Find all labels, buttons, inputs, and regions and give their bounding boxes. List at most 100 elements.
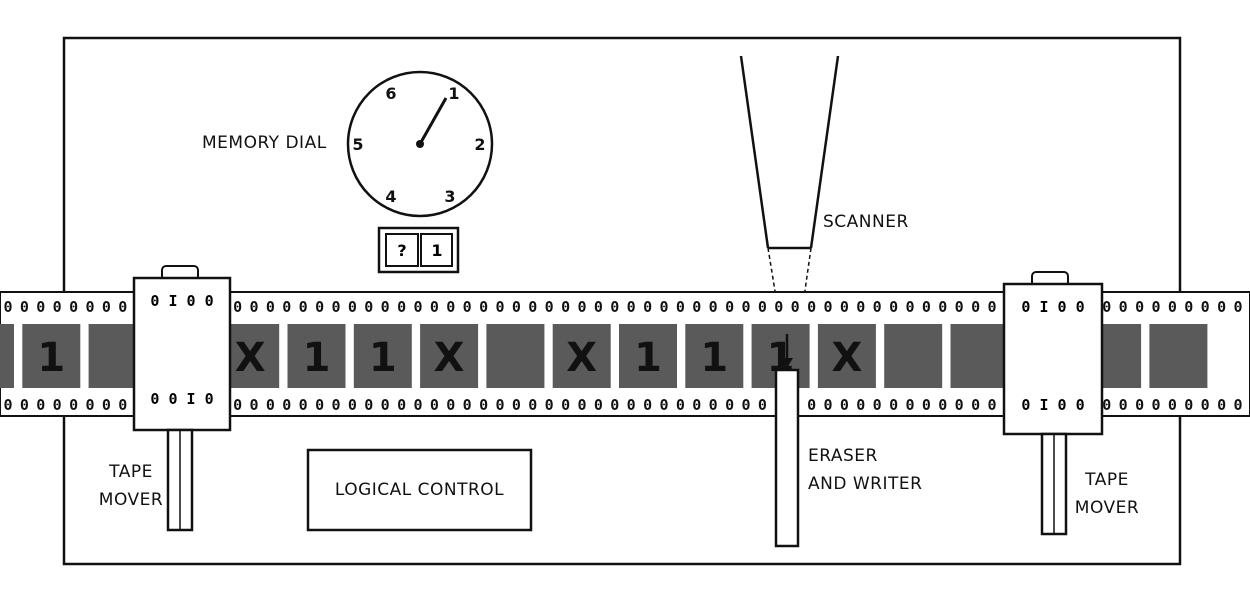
- eraser-writer-rod: [774, 368, 800, 548]
- tape-sprocket-hole: 0: [1102, 298, 1111, 316]
- tape-sprocket-hole: 0: [741, 396, 750, 414]
- tape-sprocket-hole: 0: [807, 298, 816, 316]
- tape-sprocket-hole: 0: [364, 298, 373, 316]
- tape-square: [552, 324, 611, 388]
- tape-sprocket-hole: 0: [495, 396, 504, 414]
- tape-sprocket-hole: 0: [987, 298, 996, 316]
- tape-sprocket-hole: 0: [348, 396, 357, 414]
- tape-sprocket-hole: 0: [823, 396, 832, 414]
- tape-sprocket-hole: 0: [53, 298, 62, 316]
- svg-text:0 0 I 0: 0 0 I 0: [150, 390, 213, 408]
- tape-sprocket-hole: 0: [807, 396, 816, 414]
- memory-dial-number: 2: [474, 135, 485, 154]
- tape-sprocket-hole: 0: [840, 396, 849, 414]
- tape-sprocket-hole: 0: [102, 298, 111, 316]
- tape-sprocket-hole: 0: [69, 298, 78, 316]
- tape-sprocket-hole: 0: [364, 396, 373, 414]
- tape-sprocket-hole: 0: [463, 396, 472, 414]
- tape-sprocket-hole: 0: [1217, 396, 1226, 414]
- tape-square: [0, 324, 14, 388]
- tape-sprocket-hole: 0: [528, 396, 537, 414]
- memory-dial-number: 5: [352, 135, 363, 154]
- tape-sprocket-hole: 0: [922, 298, 931, 316]
- tape-sprocket-hole: 0: [528, 298, 537, 316]
- tape-sprocket-hole: 0: [987, 396, 996, 414]
- tape-sprocket-hole: 0: [594, 396, 603, 414]
- tape-square-symbol: 1: [37, 335, 65, 381]
- tape-sprocket-hole: 0: [610, 298, 619, 316]
- tape-sprocket-hole: 0: [495, 298, 504, 316]
- tape-sprocket-hole: 0: [938, 396, 947, 414]
- tape-sprocket-hole: 0: [249, 298, 258, 316]
- tape-sprocket-hole: 0: [282, 396, 291, 414]
- tape-sprocket-hole: 0: [692, 298, 701, 316]
- tape-sprocket-hole: 0: [758, 396, 767, 414]
- tape-sprocket-hole: 0: [709, 396, 718, 414]
- tape-sprocket-hole: 0: [1151, 396, 1160, 414]
- tape-sprocket-hole: 0: [446, 396, 455, 414]
- tape-sprocket-hole: 0: [381, 298, 390, 316]
- tape-mover-right-label: TAPE MOVER: [1062, 466, 1152, 522]
- tape-square-symbol: 1: [634, 335, 662, 381]
- tape-sprocket-hole: 0: [85, 396, 94, 414]
- eraser-writer-line2: AND WRITER: [808, 474, 923, 494]
- tape-sprocket-hole: 0: [282, 298, 291, 316]
- tape-sprocket-hole: 0: [561, 298, 570, 316]
- tape-sprocket-hole: 0: [1119, 396, 1128, 414]
- tape-sprocket-hole: 0: [955, 396, 964, 414]
- tape-sprocket-hole: 0: [430, 396, 439, 414]
- tape-sprocket-hole: 0: [249, 396, 258, 414]
- memory-dial-pointer: [418, 97, 448, 145]
- tape-sprocket-hole: 0: [118, 298, 127, 316]
- tape-square-symbol: 1: [369, 335, 397, 381]
- tape-mover-left-line2: MOVER: [98, 490, 164, 510]
- tape-square: [420, 324, 479, 388]
- eraser-writer-line1: ERASER: [808, 446, 878, 466]
- tape-sprocket-hole: 0: [299, 396, 308, 414]
- tape-sprocket-hole: 0: [856, 298, 865, 316]
- tape-mover-right-line1: TAPE: [1085, 470, 1129, 490]
- tape-sprocket-hole: 0: [85, 298, 94, 316]
- tape-square: [950, 324, 1009, 388]
- tape-sprocket-hole: 0: [676, 396, 685, 414]
- svg-text:0 I 0 0: 0 I 0 0: [1021, 298, 1084, 316]
- tape-mover-right-line2: MOVER: [1074, 498, 1140, 518]
- tape-square-symbol: X: [831, 335, 862, 381]
- tape-sprocket-hole: 0: [1135, 298, 1144, 316]
- memory-dial-number: 1: [448, 84, 459, 103]
- tape-sprocket-hole: 0: [905, 396, 914, 414]
- tape-sprocket-hole: 0: [233, 298, 242, 316]
- tape-sprocket-hole: 0: [413, 298, 422, 316]
- tape-sprocket-hole: 0: [512, 298, 521, 316]
- memory-dial-number: 4: [385, 187, 396, 206]
- tape-sprocket-hole: 0: [348, 298, 357, 316]
- tape-sprocket-hole: 0: [1233, 298, 1242, 316]
- tape-sprocket-hole: 0: [643, 396, 652, 414]
- tape-sprocket-hole: 0: [1168, 298, 1177, 316]
- svg-text:0 I 0 0: 0 I 0 0: [150, 292, 213, 310]
- tape-sprocket-hole: 0: [1168, 396, 1177, 414]
- tape-sprocket-hole: 0: [840, 298, 849, 316]
- scanner-label: SCANNER: [823, 212, 909, 232]
- tape-sprocket-hole: 0: [577, 396, 586, 414]
- tape-sprocket-hole: 0: [233, 396, 242, 414]
- register-right-symbol: 1: [431, 241, 442, 260]
- tape-square: [353, 324, 412, 388]
- tape-sprocket-hole: 0: [955, 298, 964, 316]
- tape-sprocket-hole: 0: [741, 298, 750, 316]
- svg-text:0 I 0 0: 0 I 0 0: [1021, 396, 1084, 414]
- logical-control-label: LOGICAL CONTROL: [334, 480, 505, 500]
- tape-sprocket-hole: 0: [53, 396, 62, 414]
- tape-square: [486, 324, 545, 388]
- eraser-writer-label: ERASER AND WRITER: [808, 442, 922, 498]
- tape-sprocket-hole: 0: [69, 396, 78, 414]
- tape-sprocket-hole: 0: [758, 298, 767, 316]
- tape-square: [287, 324, 346, 388]
- tape-sprocket-hole: 0: [610, 396, 619, 414]
- tape-sprocket-hole: 0: [889, 298, 898, 316]
- tape-sprocket-hole: 0: [3, 396, 12, 414]
- memory-dial-number: 3: [444, 187, 455, 206]
- tape-sprocket-hole: 0: [971, 396, 980, 414]
